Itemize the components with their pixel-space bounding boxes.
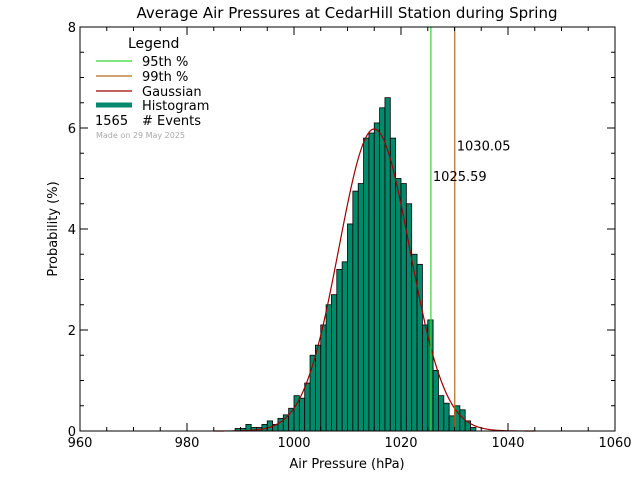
legend-gaussian-label: Gaussian: [142, 85, 202, 100]
histogram-bar: [363, 137, 370, 432]
histogram-bar: [341, 261, 348, 432]
histogram-bar: [331, 294, 338, 432]
x-tick-label: 980: [175, 436, 200, 451]
histogram-bar: [347, 223, 354, 432]
legend-title: Legend: [128, 36, 179, 52]
legend: Legend 95th % 99th % Gaussian Histogram …: [95, 36, 209, 140]
legend-events-label: # Events: [142, 114, 201, 129]
histogram-bar: [395, 178, 402, 432]
made-on-note: Made on 29 May 2025: [96, 131, 185, 140]
x-tick-label: 1060: [598, 436, 631, 451]
histogram-bar: [448, 415, 455, 432]
histogram-bar: [352, 190, 359, 432]
percentile-99-label: 1030.05: [457, 140, 511, 155]
y-tick-label: 0: [68, 425, 76, 440]
legend-p95-label: 95th %: [142, 55, 188, 70]
histogram-bar: [384, 97, 391, 432]
histogram-bar: [470, 427, 477, 432]
x-tick-label: 1020: [384, 436, 417, 451]
histogram-bar: [298, 397, 306, 432]
y-tick-label: 8: [68, 21, 76, 36]
y-axis-label: Probability (%): [46, 181, 61, 276]
histogram-bar: [379, 107, 386, 432]
percentile-95-label: 1025.59: [433, 170, 487, 185]
histogram-bar: [421, 324, 429, 432]
histogram-bar: [459, 409, 466, 432]
x-tick-label: 1000: [277, 436, 310, 451]
legend-histogram-label: Histogram: [142, 99, 209, 114]
histogram-bar: [368, 132, 375, 432]
y-tick-label: 6: [68, 122, 76, 137]
legend-events-count: 1565: [95, 114, 128, 129]
y-axis-ticks: 0 2 4 6 8: [68, 21, 615, 440]
histogram-bar: [389, 137, 397, 432]
histogram-bars: [234, 97, 477, 432]
histogram-bar: [336, 268, 343, 432]
y-tick-label: 4: [68, 223, 76, 238]
histogram-bar: [320, 324, 327, 432]
histogram-bar: [357, 183, 364, 432]
x-axis-label: Air Pressure (hPa): [289, 457, 404, 472]
histogram-bar: [432, 369, 439, 432]
y-tick-label: 2: [68, 324, 76, 339]
x-tick-label: 960: [68, 436, 93, 451]
x-axis-ticks: 960 980 1000 1020 1040 1060: [68, 27, 632, 451]
chart-title: Average Air Pressures at CedarHill Stati…: [137, 4, 558, 22]
histogram-bar: [373, 122, 380, 432]
legend-p99-label: 99th %: [142, 70, 188, 85]
histogram-bar: [438, 395, 445, 432]
histogram-bar: [325, 304, 332, 432]
histogram-bar: [314, 344, 322, 432]
histogram-bar: [443, 402, 450, 432]
histogram-bar: [304, 382, 311, 432]
x-tick-label: 1040: [491, 436, 524, 451]
